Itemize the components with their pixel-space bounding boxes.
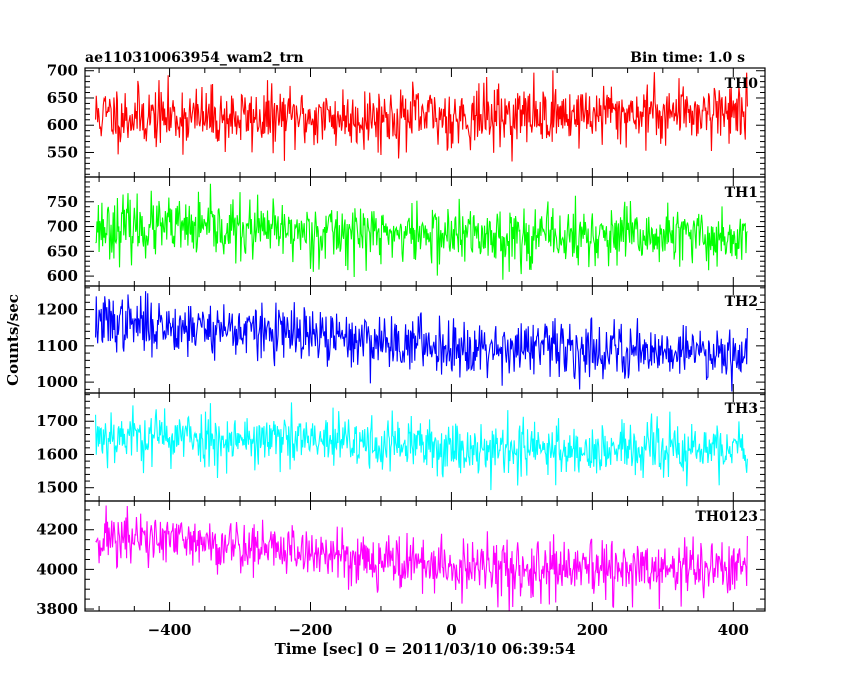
panels-layer: 550 600 650 700 TH0 600 650 700 750 TH1 1000 1100 12… — [36, 62, 766, 639]
x-tick-label: −200 — [289, 621, 333, 639]
series-line-th2 — [95, 291, 748, 392]
panel-name-label: TH0123 — [695, 509, 758, 525]
panel-name-label: TH1 — [725, 185, 758, 201]
x-tick-label: 200 — [577, 621, 608, 639]
y-ticks — [85, 287, 765, 390]
y-axis-title: Counts/sec — [4, 294, 22, 386]
plot-title: ae110310063954_wam2_trn — [85, 50, 304, 66]
series-line-th3 — [95, 402, 748, 491]
y-tick-label: 1500 — [36, 479, 78, 497]
x-ticks — [98, 501, 734, 611]
y-tick-label: 600 — [47, 116, 78, 134]
panel-frame — [84, 500, 766, 612]
y-ticks — [85, 394, 765, 502]
x-ticks — [98, 177, 734, 286]
panel-name-label: TH2 — [725, 294, 758, 310]
series-line-th1 — [95, 183, 748, 280]
panel-name-label: TH0 — [725, 76, 759, 92]
y-tick-label: 600 — [47, 267, 78, 285]
y-tick-label: 1600 — [36, 445, 78, 463]
y-ticks — [85, 70, 765, 175]
x-ticks — [98, 68, 734, 177]
y-tick-label: 4000 — [36, 560, 78, 578]
panel-th3: 1500 1600 1700 TH3 — [36, 392, 766, 502]
y-tick-label: 750 — [47, 193, 78, 211]
x-tick-label: 0 — [446, 621, 456, 639]
y-tick-label: 650 — [47, 89, 78, 107]
y-tick-label: 1200 — [36, 301, 78, 319]
panel-th0123: 3800 4000 4200 TH0123 −400 −200 0 200 400 — [36, 500, 766, 639]
y-ticks — [85, 509, 765, 610]
panel-name-label: TH3 — [725, 401, 758, 417]
y-tick-label: 650 — [47, 242, 78, 260]
series-line-th0 — [95, 70, 748, 162]
y-tick-label: 1000 — [36, 373, 78, 391]
panel-th0: 550 600 650 700 TH0 — [47, 62, 766, 178]
x-tick-label: 400 — [718, 621, 749, 639]
panel-th2: 1000 1100 1200 TH2 — [36, 285, 766, 394]
y-tick-label: 700 — [47, 62, 78, 80]
x-tick-label: −400 — [148, 621, 192, 639]
y-tick-label: 3800 — [36, 600, 78, 618]
series-line-th0123 — [95, 505, 748, 611]
y-tick-label: 700 — [47, 218, 78, 236]
x-ticks — [98, 393, 734, 501]
y-tick-label: 550 — [47, 143, 78, 161]
y-tick-label: 1700 — [36, 412, 78, 430]
y-tick-label: 1100 — [36, 337, 78, 355]
panel-th1: 600 650 700 750 TH1 — [47, 176, 766, 287]
bin-time-label: Bin time: 1.0 s — [630, 50, 745, 66]
y-tick-label: 4200 — [36, 521, 78, 539]
x-ticks — [98, 286, 734, 393]
x-axis-title: Time [sec] 0 = 2011/03/10 06:39:54 — [275, 640, 576, 658]
